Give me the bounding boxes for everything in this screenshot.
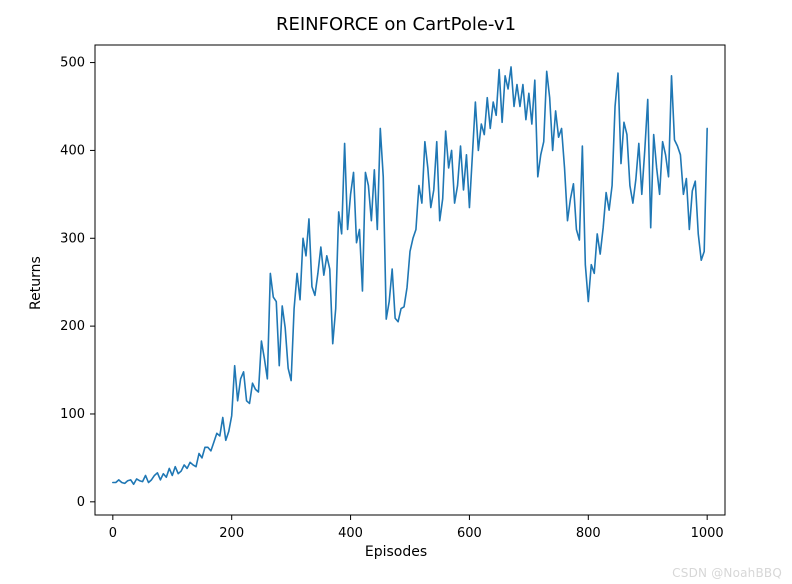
watermark: CSDN @NoahBBQ (672, 566, 782, 580)
x-axis-label: Episodes (0, 544, 792, 560)
y-tick-label: 300 (60, 231, 85, 246)
y-tick-label: 400 (60, 143, 85, 158)
x-tick-label: 400 (338, 526, 363, 541)
x-tick-label: 600 (457, 526, 482, 541)
plot-spine (95, 45, 725, 515)
x-tick-label: 0 (109, 526, 117, 541)
y-tick-label: 200 (60, 319, 85, 334)
y-axis-label: Returns (28, 256, 44, 310)
returns-line (113, 67, 707, 484)
x-tick-label: 1000 (691, 526, 724, 541)
line-chart: 0 200 400 600 800 1000 0 100 200 300 400 500 (0, 0, 792, 584)
x-tick-label: 200 (219, 526, 244, 541)
chart-title: REINFORCE on CartPole-v1 (0, 14, 792, 35)
y-tick-label: 500 (60, 56, 85, 71)
x-tick-label: 800 (576, 526, 601, 541)
y-tick-label: 100 (60, 407, 85, 422)
y-tick-label: 0 (77, 495, 85, 510)
chart-container: { "chart": { "type": "line", "title": "R… (0, 0, 792, 584)
